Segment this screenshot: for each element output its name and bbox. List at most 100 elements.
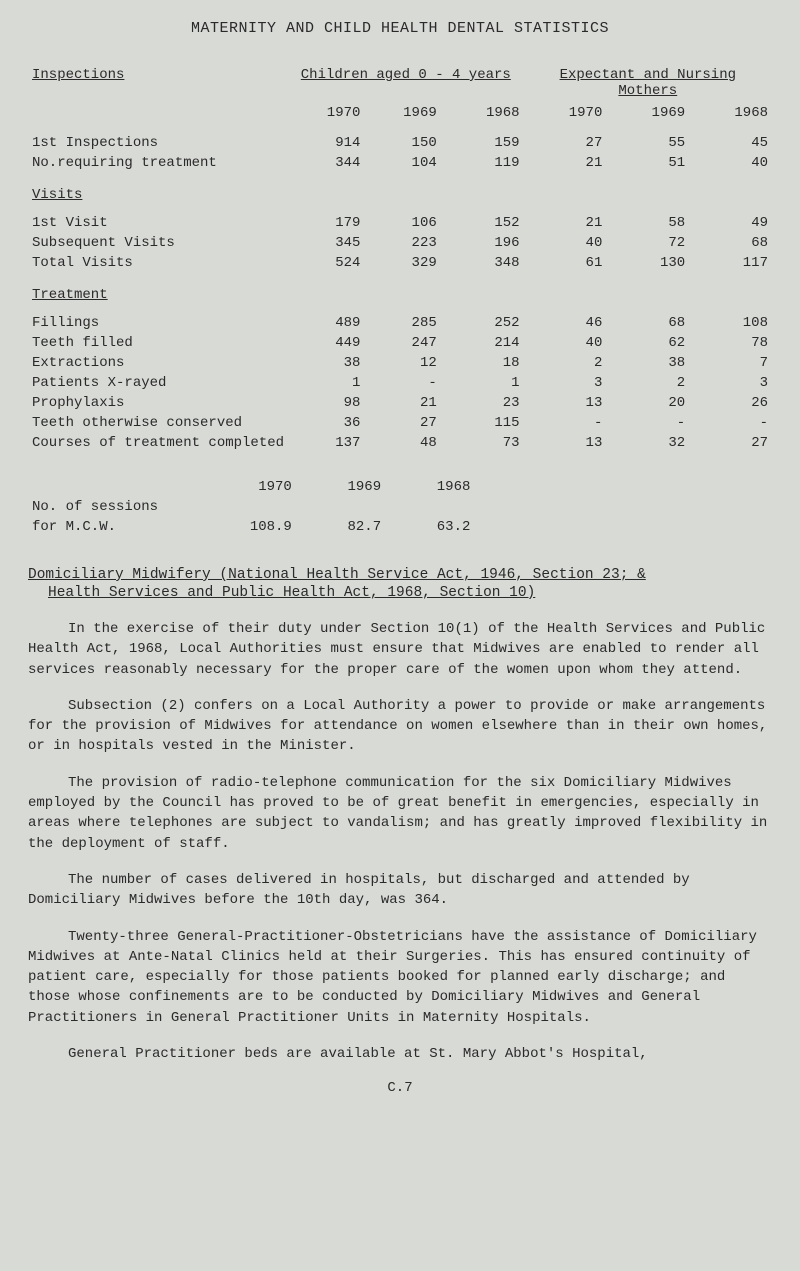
cell: 78 xyxy=(689,333,772,353)
cell: 38 xyxy=(606,353,689,373)
cell: 98 xyxy=(288,393,364,413)
row-label: Subsequent Visits xyxy=(28,233,288,253)
cell: 21 xyxy=(524,153,607,173)
year-row: 1970 1969 1968 1970 1969 1968 xyxy=(28,103,772,133)
table-row: Fillings 489 285 252 46 68 108 xyxy=(28,313,772,333)
cell: 62 xyxy=(606,333,689,353)
year-cell: 1970 xyxy=(207,477,296,497)
cell: 159 xyxy=(441,133,524,153)
cell: 51 xyxy=(606,153,689,173)
cell: 1 xyxy=(441,373,524,393)
cell: 1 xyxy=(288,373,364,393)
cell: 115 xyxy=(441,413,524,433)
row-label: No.requiring treatment xyxy=(28,153,288,173)
cell: 26 xyxy=(689,393,772,413)
row-label: 1st Inspections xyxy=(28,133,288,153)
cell: 20 xyxy=(606,393,689,413)
cell: 252 xyxy=(441,313,524,333)
cell: - xyxy=(524,413,607,433)
cell: 117 xyxy=(689,253,772,273)
cell: 55 xyxy=(606,133,689,153)
treatment-section-label: Treatment xyxy=(32,287,108,303)
cell: 68 xyxy=(689,233,772,253)
cell: 49 xyxy=(689,213,772,233)
cell: 36 xyxy=(288,413,364,433)
table-row: Teeth filled 449 247 214 40 62 78 xyxy=(28,333,772,353)
cell: 63.2 xyxy=(385,517,474,537)
cell: 285 xyxy=(364,313,440,333)
cell: 27 xyxy=(524,133,607,153)
row-label: Fillings xyxy=(28,313,288,333)
year-cell: 1969 xyxy=(364,103,440,133)
cell: 23 xyxy=(441,393,524,413)
cell: 27 xyxy=(364,413,440,433)
cell: 21 xyxy=(364,393,440,413)
cell: 179 xyxy=(288,213,364,233)
sessions-label-row: No. of sessions xyxy=(28,497,474,517)
year-cell: 1969 xyxy=(606,103,689,133)
cell: 13 xyxy=(524,433,607,453)
cell: 119 xyxy=(441,153,524,173)
cell: 524 xyxy=(288,253,364,273)
row-label: Courses of treatment completed xyxy=(28,433,288,453)
cell: 73 xyxy=(441,433,524,453)
section-visits-row: Visits xyxy=(28,173,772,213)
cell: 68 xyxy=(606,313,689,333)
cell: 45 xyxy=(689,133,772,153)
paragraph: General Practitioner beds are available … xyxy=(28,1044,772,1064)
row-label: 1st Visit xyxy=(28,213,288,233)
table-row: Teeth otherwise conserved 36 27 115 - - … xyxy=(28,413,772,433)
paragraph: Twenty-three General-Practitioner-Obstet… xyxy=(28,927,772,1028)
sessions-value-row: for M.C.W. 108.9 82.7 63.2 xyxy=(28,517,474,537)
sessions-year-row: 1970 1969 1968 xyxy=(28,477,474,497)
cell: 345 xyxy=(288,233,364,253)
cell: 108.9 xyxy=(207,517,296,537)
cell: 130 xyxy=(606,253,689,273)
section-heading-line1: Domiciliary Midwifery (National Health S… xyxy=(28,567,772,583)
cell: 3 xyxy=(524,373,607,393)
page: MATERNITY AND CHILD HEALTH DENTAL STATIS… xyxy=(0,0,800,1126)
cell: 3 xyxy=(689,373,772,393)
cell: 344 xyxy=(288,153,364,173)
table-row: Patients X-rayed 1 - 1 3 2 3 xyxy=(28,373,772,393)
cell: 152 xyxy=(441,213,524,233)
cell: 58 xyxy=(606,213,689,233)
cell: 12 xyxy=(364,353,440,373)
visits-section-label: Visits xyxy=(32,187,82,203)
cell: 2 xyxy=(606,373,689,393)
cell: 82.7 xyxy=(296,517,385,537)
cell: 40 xyxy=(689,153,772,173)
cell: 137 xyxy=(288,433,364,453)
table-row: No.requiring treatment 344 104 119 21 51… xyxy=(28,153,772,173)
year-cell: 1969 xyxy=(296,477,385,497)
cell: - xyxy=(606,413,689,433)
cell: - xyxy=(689,413,772,433)
inspections-label: Inspections xyxy=(32,67,124,83)
cell: 223 xyxy=(364,233,440,253)
cell: 106 xyxy=(364,213,440,233)
row-label: Extractions xyxy=(28,353,288,373)
sessions-label1: No. of sessions xyxy=(28,497,207,517)
cell: 48 xyxy=(364,433,440,453)
paragraph: Subsection (2) confers on a Local Author… xyxy=(28,696,772,757)
paragraph: In the exercise of their duty under Sect… xyxy=(28,619,772,680)
cell: 72 xyxy=(606,233,689,253)
cell: 7 xyxy=(689,353,772,373)
section-treatment-row: Treatment xyxy=(28,273,772,313)
year-cell: 1970 xyxy=(288,103,364,133)
cell: - xyxy=(364,373,440,393)
cell: 914 xyxy=(288,133,364,153)
table-row: Total Visits 524 329 348 61 130 117 xyxy=(28,253,772,273)
cell: 61 xyxy=(524,253,607,273)
cell: 27 xyxy=(689,433,772,453)
sessions-block: 1970 1969 1968 No. of sessions for M.C.W… xyxy=(28,477,772,537)
group-header-row: Inspections Children aged 0 - 4 years Ex… xyxy=(28,65,772,103)
paragraph: The number of cases delivered in hospita… xyxy=(28,870,772,911)
section-heading-line2: Health Services and Public Health Act, 1… xyxy=(48,585,772,601)
cell: 2 xyxy=(524,353,607,373)
cell: 40 xyxy=(524,233,607,253)
cell: 348 xyxy=(441,253,524,273)
cell: 18 xyxy=(441,353,524,373)
row-label: Prophylaxis xyxy=(28,393,288,413)
table-row: 1st Visit 179 106 152 21 58 49 xyxy=(28,213,772,233)
